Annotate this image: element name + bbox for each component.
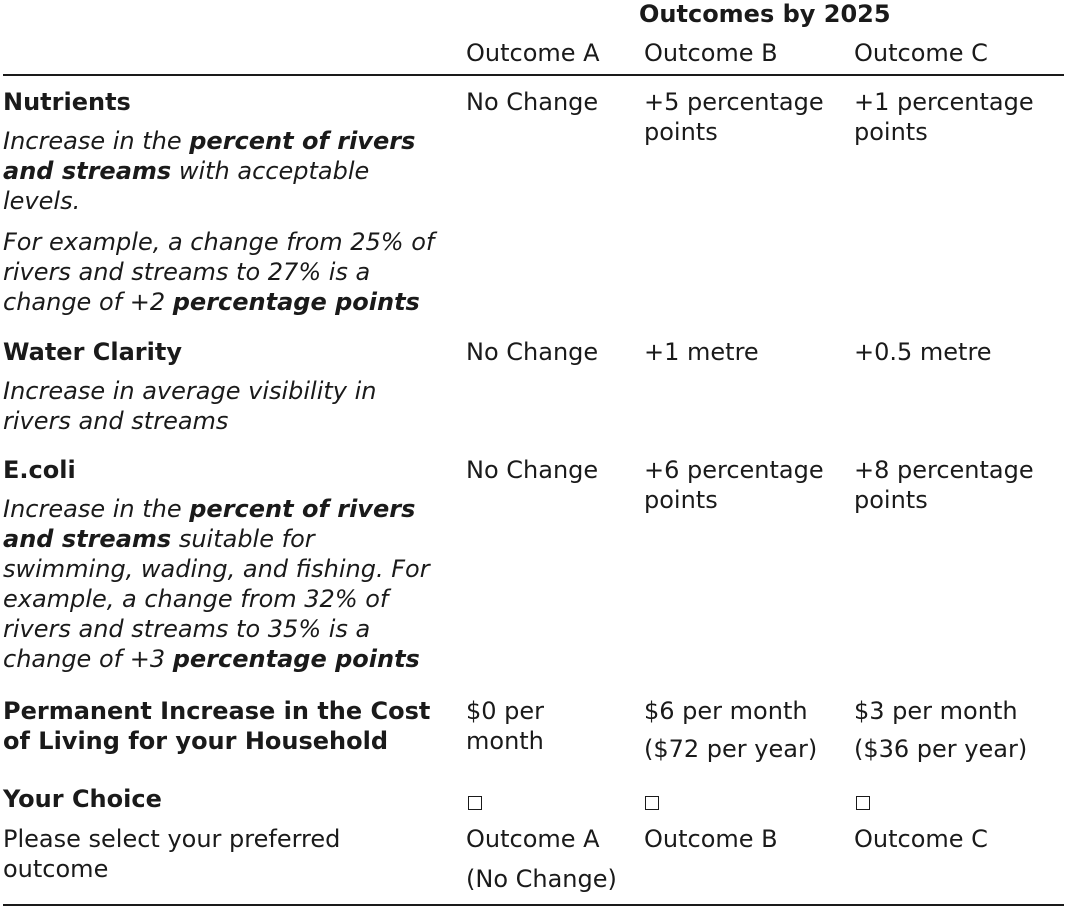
cost-outcome-c-monthly: $3 per month xyxy=(854,697,1018,725)
nutrients-outcome-b: +5 percentage points xyxy=(644,88,824,146)
ecoli-outcome-c: +8 percentage points xyxy=(854,456,1034,514)
row-label-your-choice: Your Choice xyxy=(3,785,162,813)
nutrients-outcome-a: No Change xyxy=(466,88,599,116)
cost-outcome-b-yearly: ($72 per year) xyxy=(644,735,818,763)
choice-checkbox-outcome-b[interactable] xyxy=(645,796,659,810)
choice-label-outcome-a-note: (No Change) xyxy=(466,865,617,893)
cost-outcome-b-monthly: $6 per month xyxy=(644,697,808,725)
cost-outcome-a: $0 per month xyxy=(466,697,545,755)
choice-checkbox-outcome-a[interactable] xyxy=(468,796,482,810)
column-header-outcome-a: Outcome A xyxy=(466,39,600,67)
nutrients-description: Increase in the percent of rivers and st… xyxy=(3,127,416,215)
choice-label-outcome-a: Outcome A xyxy=(466,825,600,853)
ecoli-outcome-b: +6 percentage points xyxy=(644,456,824,514)
water-clarity-description: Increase in average visibility in rivers… xyxy=(3,377,377,435)
choice-instruction: Please select your preferred outcome xyxy=(3,825,341,883)
column-header-outcome-b: Outcome B xyxy=(644,39,778,67)
water-clarity-outcome-c: +0.5 metre xyxy=(854,338,992,366)
header-rule xyxy=(3,74,1064,76)
water-clarity-outcome-b: +1 metre xyxy=(644,338,759,366)
outcomes-group-header: Outcomes by 2025 xyxy=(639,0,891,28)
row-label-cost: Permanent Increase in the Cost of Living… xyxy=(3,697,431,755)
choice-label-outcome-b: Outcome B xyxy=(644,825,778,853)
nutrients-example: For example, a change from 25% of rivers… xyxy=(3,228,435,316)
choice-checkbox-outcome-c[interactable] xyxy=(856,796,870,810)
row-label-nutrients: Nutrients xyxy=(3,88,131,116)
ecoli-description: Increase in the percent of rivers and st… xyxy=(3,495,430,673)
cost-outcome-c-yearly: ($36 per year) xyxy=(854,735,1028,763)
ecoli-outcome-a: No Change xyxy=(466,456,599,484)
row-label-ecoli: E.coli xyxy=(3,456,76,484)
column-header-outcome-c: Outcome C xyxy=(854,39,988,67)
water-clarity-outcome-a: No Change xyxy=(466,338,599,366)
bottom-rule xyxy=(3,904,1064,906)
row-label-water-clarity: Water Clarity xyxy=(3,338,182,366)
choice-label-outcome-c: Outcome C xyxy=(854,825,988,853)
nutrients-outcome-c: +1 percentage points xyxy=(854,88,1034,146)
